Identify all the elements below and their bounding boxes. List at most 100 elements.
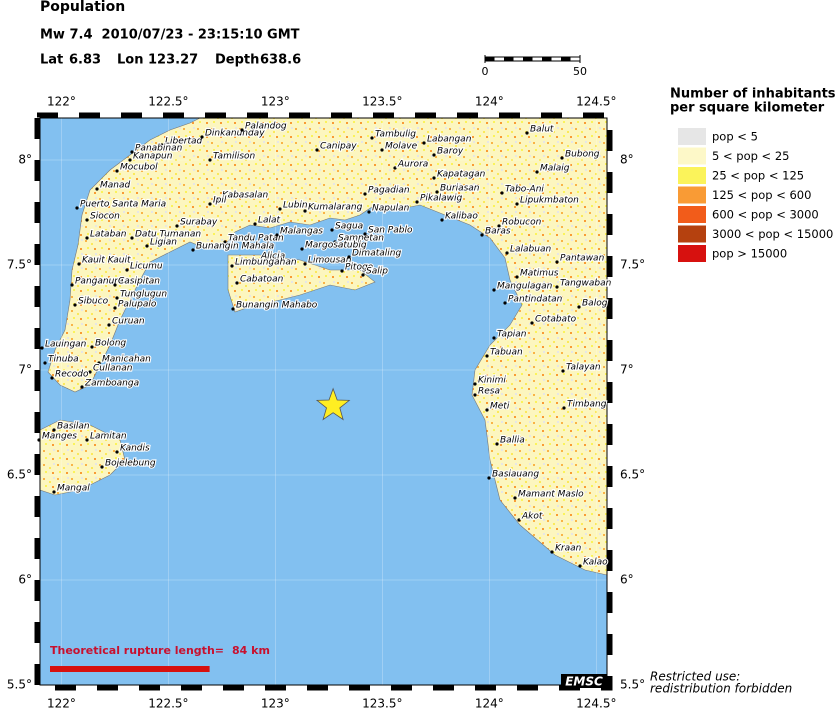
city-label: Buriasan — [440, 184, 480, 194]
city-dot — [97, 361, 101, 365]
peninsula — [227, 254, 376, 313]
notice: Restricted use: — [650, 670, 740, 684]
city-label: Pikalawig — [420, 194, 463, 204]
city-dot — [487, 476, 491, 480]
city-dot — [367, 210, 371, 214]
notice: redistribution forbidden — [650, 682, 792, 696]
city-label: Casipitan — [118, 277, 160, 287]
city-dot — [52, 428, 56, 432]
city-label: Puerto Santa Maria — [80, 200, 166, 210]
city-dot — [115, 169, 119, 173]
city-label: Ipil — [213, 196, 227, 206]
city-label: Kauit Kauit — [82, 256, 131, 266]
city-label: Kalibao — [445, 212, 478, 222]
legend-swatch — [678, 147, 706, 165]
lat-tick-label: 6° — [620, 573, 634, 587]
city-dot — [217, 197, 221, 201]
city-label: Licumu — [130, 262, 163, 272]
city-dot — [88, 370, 92, 374]
legend-label: 5 < pop < 25 — [712, 149, 789, 163]
legend-swatch — [678, 167, 706, 184]
city-label: Lubin — [283, 201, 308, 211]
city-dot — [52, 490, 56, 494]
lat-tick-label: 7° — [18, 363, 32, 377]
city-label: Sagua — [335, 222, 363, 232]
city-dot — [256, 258, 260, 262]
city-dot — [497, 224, 501, 228]
city-label: Matimus — [520, 269, 559, 279]
city-dot — [315, 148, 319, 152]
city-dot — [485, 408, 489, 412]
city-label: Balut — [530, 125, 554, 135]
city-label: Kabasalan — [222, 191, 269, 201]
city-dot — [113, 306, 117, 310]
city-label: Cullanan — [93, 364, 133, 374]
city-label: Aurora — [397, 160, 428, 170]
lat-tick-label: 6.5° — [620, 468, 645, 482]
city-dot — [100, 465, 104, 469]
city-label: Balog — [582, 299, 608, 309]
mainland — [47, 117, 608, 576]
legend-swatch — [678, 128, 706, 145]
legend-label: pop > 15000 — [712, 247, 787, 261]
scale-label: 50 — [573, 65, 587, 78]
city-dot — [275, 233, 279, 237]
city-label: Salip — [366, 267, 388, 277]
city-dot — [303, 209, 307, 213]
city-label: Cotabato — [535, 315, 577, 325]
legend-title: per square kilometer — [670, 101, 825, 116]
city-label: Baras — [485, 227, 511, 237]
city-label: Mangal — [57, 484, 90, 494]
depth: 638.6 — [260, 53, 301, 68]
city-dot — [380, 148, 384, 152]
city-dot — [473, 393, 477, 397]
lon-tick-label: 122° — [47, 95, 76, 109]
city-label: Sampetan — [338, 234, 384, 244]
legend-label: 25 < pop < 125 — [712, 169, 804, 183]
city-dot — [555, 285, 559, 289]
city-label: Bunangin Mahabo — [236, 301, 318, 311]
city-dot — [495, 442, 499, 446]
lat-tick-label: 7° — [620, 363, 634, 377]
city-label: Zamboanga — [84, 379, 139, 389]
legend-label: pop < 5 — [712, 130, 758, 144]
city-label: Tapian — [497, 330, 527, 340]
city-dot — [130, 150, 134, 154]
city-label: Dimataling — [352, 249, 401, 259]
city-label: Pitogo — [345, 263, 374, 273]
city-dot — [370, 136, 374, 140]
city-label: Lipukmbaton — [520, 196, 579, 206]
city-label: Malangas — [280, 227, 323, 237]
city-label: Manicahan — [102, 355, 151, 365]
city-dot — [492, 288, 496, 292]
city-dot — [223, 240, 227, 244]
city-label: Libertad — [165, 137, 203, 147]
city-dot — [77, 262, 81, 266]
city-dot — [145, 244, 149, 248]
city-label: Timbang — [567, 400, 607, 410]
scale-segment — [561, 57, 571, 61]
city-label: Lalat — [258, 216, 281, 226]
city-label: Panabinan — [135, 144, 183, 154]
city-label: Baroy — [437, 147, 464, 157]
city-label: Bojelebung — [105, 459, 156, 469]
legend-label: 125 < pop < 600 — [712, 188, 811, 202]
city-label: Manges — [42, 432, 77, 442]
city-dot — [363, 192, 367, 196]
city-label: Kapatagan — [437, 170, 486, 180]
city-label: Kandis — [120, 444, 150, 454]
lon-tick-label: 124° — [475, 95, 504, 109]
city-label: Siocon — [90, 212, 120, 222]
city-dot — [577, 305, 581, 309]
city-label: Tabuan — [490, 348, 523, 358]
city-label: Kumalarang — [308, 203, 363, 213]
city-dot — [208, 202, 212, 206]
city-dot — [515, 275, 519, 279]
city-label: Basilan — [57, 422, 90, 432]
city-label: Mocubol — [120, 163, 158, 173]
lon-tick-label: 123.5° — [362, 697, 402, 710]
city-label: Kanapun — [133, 152, 173, 162]
city-dot — [303, 262, 307, 266]
city-label: Dinkanunday — [205, 129, 265, 139]
city-dot — [561, 369, 565, 373]
